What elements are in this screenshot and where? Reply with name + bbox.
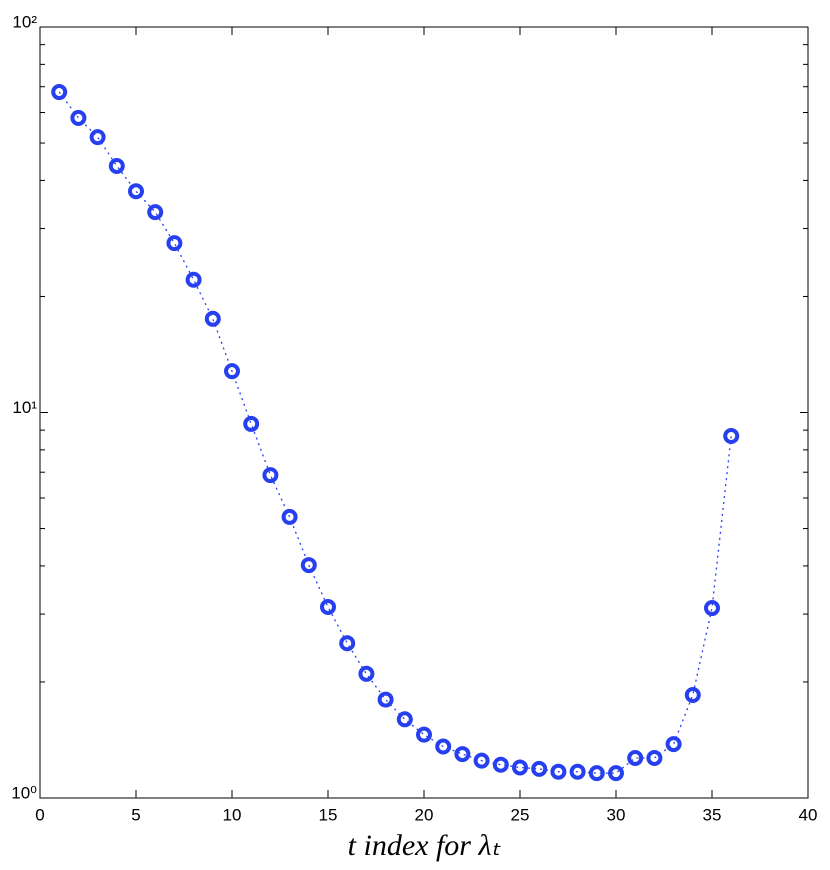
- data-point: [70, 109, 87, 126]
- data-point: [300, 557, 317, 574]
- x-tick-label: 15: [319, 805, 338, 824]
- y-tick-label: 10¹: [12, 398, 37, 417]
- data-point: [166, 235, 183, 252]
- data-point: [723, 428, 740, 445]
- data-point: [454, 746, 471, 763]
- x-tick-label: 5: [131, 805, 140, 824]
- data-point: [51, 84, 68, 101]
- data-point: [492, 756, 509, 773]
- data-point: [89, 129, 106, 146]
- data-point: [684, 687, 701, 704]
- data-point: [147, 204, 164, 221]
- x-tick-label: 35: [703, 805, 722, 824]
- data-point: [224, 363, 240, 380]
- data-point: [128, 183, 144, 200]
- data-point: [473, 752, 490, 769]
- data-point: [512, 759, 528, 776]
- data-point: [704, 600, 720, 617]
- series-line: [58, 91, 732, 774]
- data-point: [396, 711, 413, 728]
- data-point: [627, 749, 644, 766]
- data-point: [320, 598, 336, 615]
- data-point: [550, 763, 567, 780]
- x-tick-label: 10: [223, 805, 242, 824]
- x-axis-label: t index for λₜ: [348, 829, 502, 862]
- data-point: [416, 726, 432, 743]
- data-point: [588, 765, 605, 782]
- data-point: [281, 508, 298, 525]
- x-tick-label: 30: [607, 805, 626, 824]
- data-point: [204, 310, 221, 327]
- data-point: [358, 665, 375, 682]
- x-tick-label: 40: [799, 805, 818, 824]
- data-point: [185, 271, 202, 288]
- y-tick-label: 10²: [12, 12, 37, 31]
- x-tick-label: 20: [415, 805, 434, 824]
- data-point: [243, 415, 260, 432]
- y-tick-label: 10⁰: [11, 783, 37, 802]
- data-point: [531, 760, 548, 777]
- data-point: [608, 765, 624, 782]
- data-point: [665, 736, 682, 753]
- data-point: [377, 691, 394, 708]
- data-point: [108, 157, 125, 174]
- data-point: [339, 635, 356, 652]
- data-point: [435, 738, 452, 755]
- data-point: [262, 467, 279, 484]
- data-point: [569, 763, 586, 780]
- plot-frame: [39, 26, 809, 799]
- x-tick-label: 0: [35, 805, 44, 824]
- data-point: [646, 749, 663, 766]
- x-tick-label: 25: [511, 805, 530, 824]
